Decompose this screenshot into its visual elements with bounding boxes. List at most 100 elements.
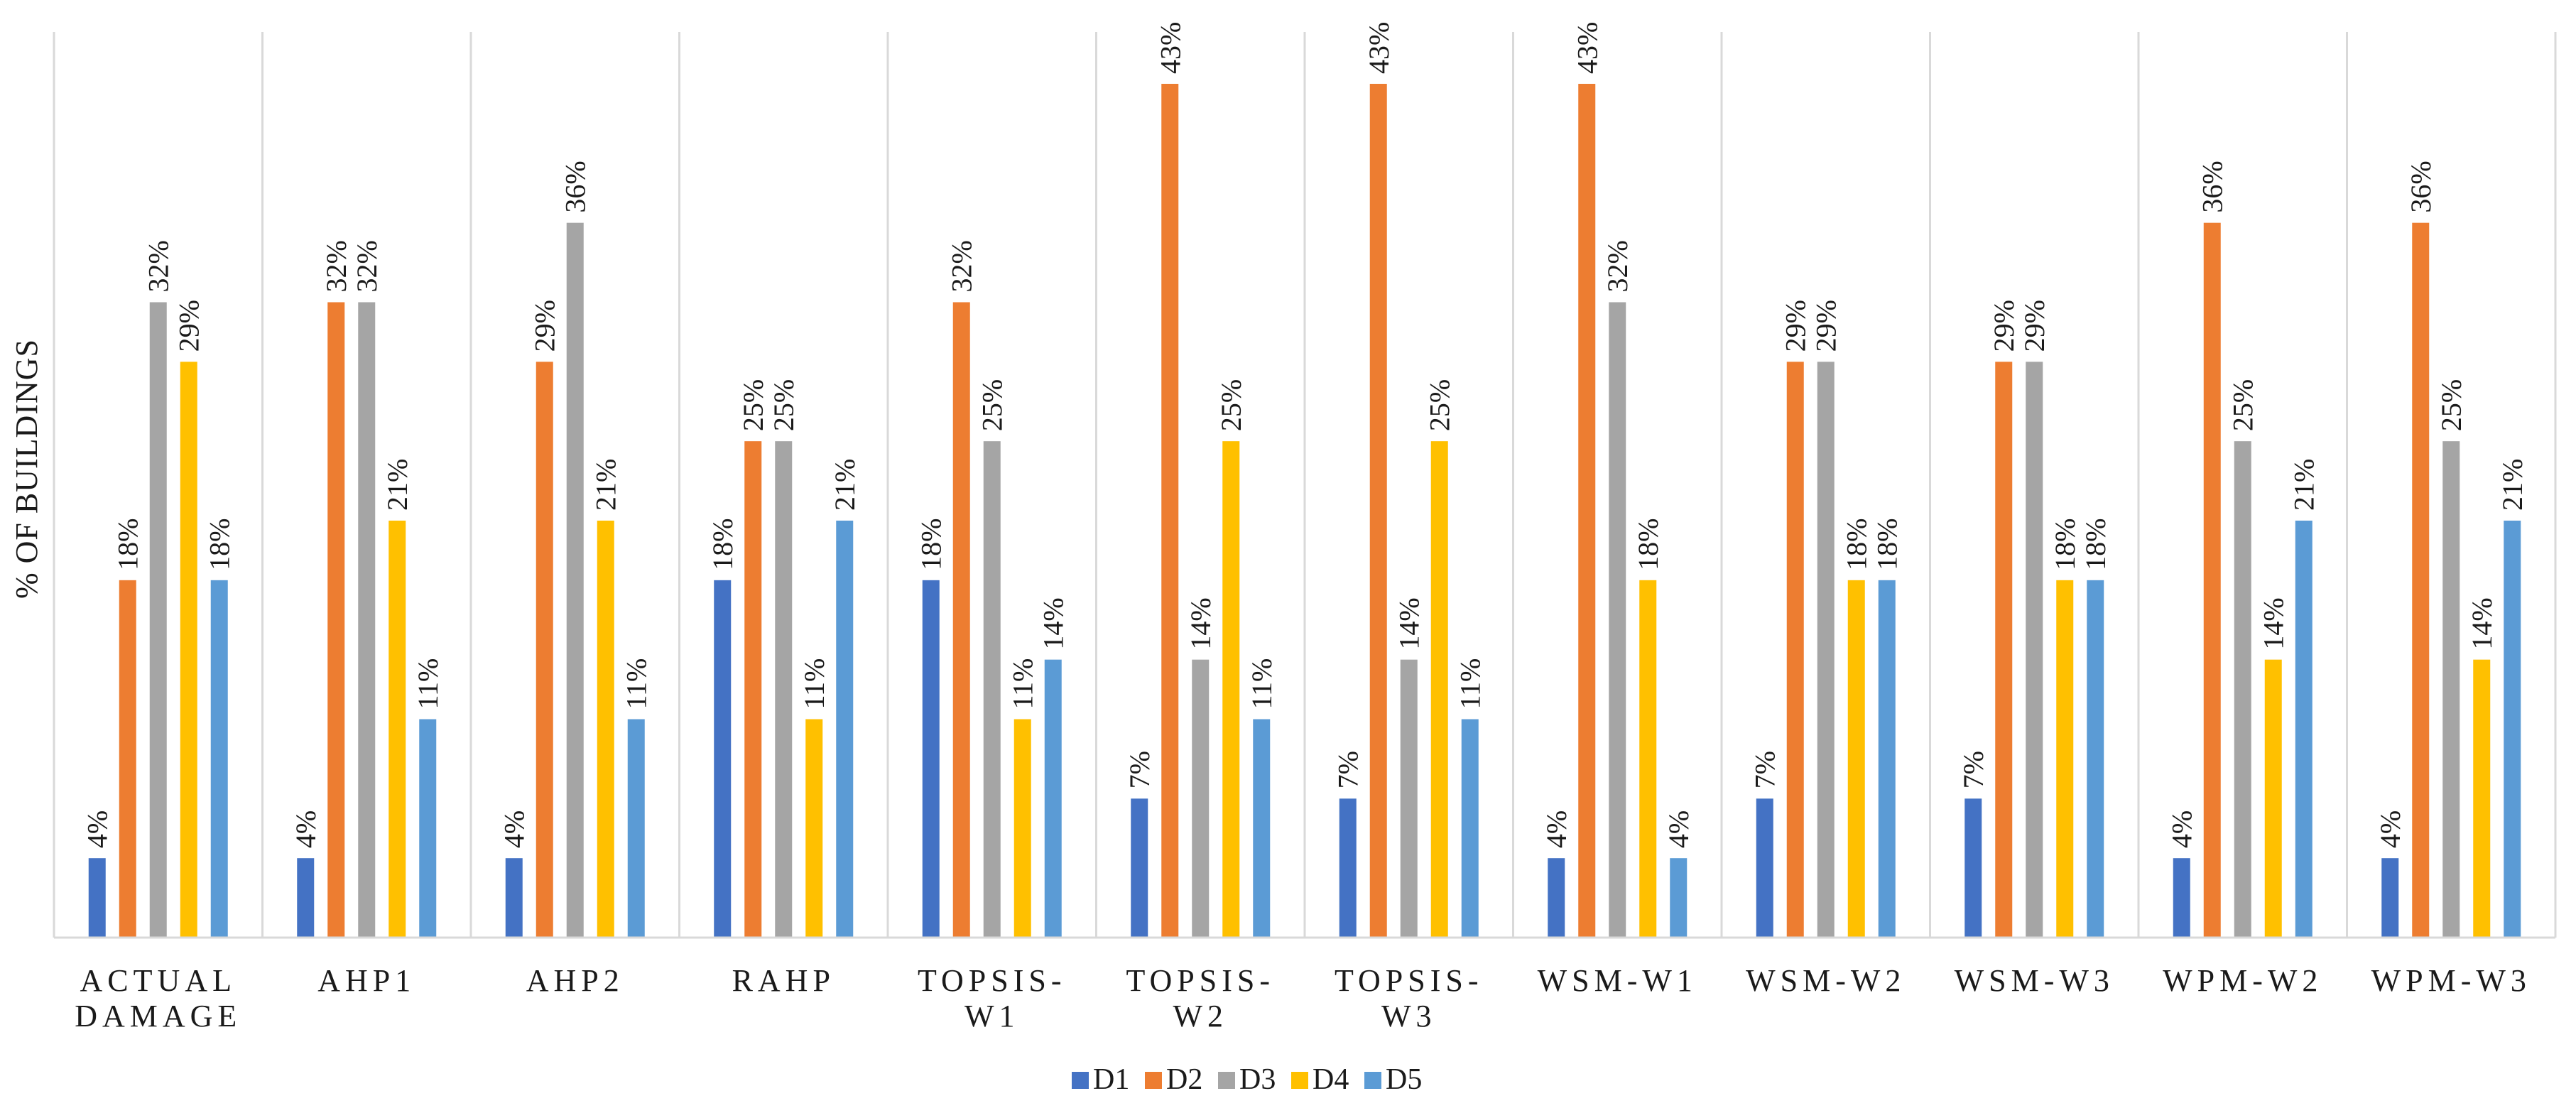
category-label: AHP2 (526, 963, 624, 998)
data-label: 25% (977, 379, 1009, 431)
data-label: 21% (2288, 459, 2320, 511)
bar-d4 (2056, 580, 2074, 938)
category-label: W3 (1381, 999, 1437, 1033)
data-label: 32% (946, 240, 978, 292)
data-label: 4% (499, 810, 531, 848)
bar-d5 (2295, 520, 2313, 938)
bar-d2 (952, 302, 970, 938)
data-label: 7% (1124, 751, 1156, 788)
bar-d3 (1192, 659, 1210, 938)
data-label: 32% (351, 240, 383, 292)
data-labels: 4%18%32%29%18%4%32%32%21%11%4%29%36%21%1… (82, 22, 2529, 849)
bar-d2 (1578, 84, 1596, 938)
category-label: WSM-W3 (1955, 963, 2114, 998)
legend-label-d2: D2 (1166, 1063, 1202, 1096)
data-label: 21% (829, 459, 861, 511)
data-label: 18% (915, 519, 947, 570)
data-label: 11% (412, 658, 444, 710)
bar-d2 (536, 362, 553, 938)
legend-label-d1: D1 (1093, 1063, 1129, 1096)
category-label: TOPSIS- (1126, 963, 1275, 998)
bar-d5 (836, 520, 854, 938)
data-label: 29% (529, 300, 561, 352)
bar-d2 (1786, 362, 1804, 938)
bar-d4 (180, 362, 197, 938)
category-label: RAHP (732, 963, 835, 998)
bar-d3 (2026, 362, 2043, 938)
data-label: 11% (1007, 658, 1039, 710)
data-label: 4% (1540, 810, 1572, 848)
bar-d3 (1609, 302, 1626, 938)
data-label: 21% (2496, 459, 2528, 511)
bar-d1 (1756, 798, 1773, 938)
category-label: TOPSIS- (918, 963, 1067, 998)
bar-d2 (1369, 84, 1387, 938)
data-label: 25% (768, 379, 800, 431)
data-label: 29% (173, 300, 205, 352)
data-label: 18% (112, 519, 144, 570)
data-label: 11% (1246, 658, 1278, 710)
bar-d3 (983, 441, 1001, 938)
bar-d5 (419, 719, 437, 938)
data-label: 14% (2258, 597, 2290, 649)
bar-d5 (2504, 520, 2521, 938)
bar-d5 (1878, 580, 1896, 938)
legend-swatch-d1 (1072, 1072, 1089, 1089)
data-label: 36% (2197, 161, 2229, 212)
data-label: 11% (798, 658, 830, 710)
data-label: 21% (590, 459, 622, 511)
data-label: 43% (1154, 22, 1186, 74)
bar-d5 (1670, 858, 1688, 938)
data-label: 32% (143, 240, 175, 292)
data-label: 25% (2435, 379, 2467, 431)
data-label: 18% (1841, 519, 1873, 570)
bar-d1 (1131, 798, 1148, 938)
legend-swatch-d2 (1145, 1072, 1162, 1089)
bar-d4 (805, 719, 823, 938)
category-label: WSM-W2 (1746, 963, 1906, 998)
data-label: 25% (1215, 379, 1247, 431)
bar-d3 (2442, 441, 2460, 938)
data-label: 43% (1363, 22, 1395, 74)
data-label: 25% (737, 379, 769, 431)
data-label: 7% (1957, 751, 1989, 788)
legend-label-d3: D3 (1239, 1063, 1276, 1096)
category-label: TOPSIS- (1335, 963, 1484, 998)
data-label: 7% (1749, 751, 1781, 788)
bar-d4 (388, 520, 406, 938)
data-label: 4% (2166, 810, 2198, 848)
category-label: ACTUAL (80, 963, 237, 998)
bar-d2 (1995, 362, 2013, 938)
category-label: AHP1 (317, 963, 415, 998)
data-label: 25% (1424, 379, 1456, 431)
data-label: 4% (1663, 810, 1695, 848)
bar-d5 (1253, 719, 1271, 938)
data-label: 14% (1038, 597, 1070, 649)
data-label: 11% (621, 658, 653, 710)
data-label: 4% (290, 810, 322, 848)
data-label: 25% (2227, 379, 2259, 431)
data-label: 36% (2405, 161, 2437, 212)
bar-d3 (2234, 441, 2251, 938)
data-label: 36% (560, 161, 592, 212)
legend-swatch-d5 (1364, 1072, 1381, 1089)
data-label: 29% (1988, 300, 2020, 352)
bar-d3 (566, 222, 584, 938)
bar-d2 (119, 580, 136, 938)
data-label: 29% (1810, 300, 1842, 352)
data-label: 7% (1332, 751, 1364, 788)
data-label: 18% (707, 519, 739, 570)
legend-label-d5: D5 (1386, 1063, 1422, 1096)
bar-d5 (627, 719, 645, 938)
category-label: WPM-W2 (2163, 963, 2322, 998)
bar-d3 (358, 302, 376, 938)
data-label: 4% (2374, 810, 2406, 848)
category-label: DAMAGE (75, 999, 241, 1033)
data-label: 18% (204, 519, 236, 570)
data-label: 32% (320, 240, 352, 292)
bars (88, 84, 2521, 938)
bar-d3 (1400, 659, 1418, 938)
category-separators (53, 32, 2557, 938)
